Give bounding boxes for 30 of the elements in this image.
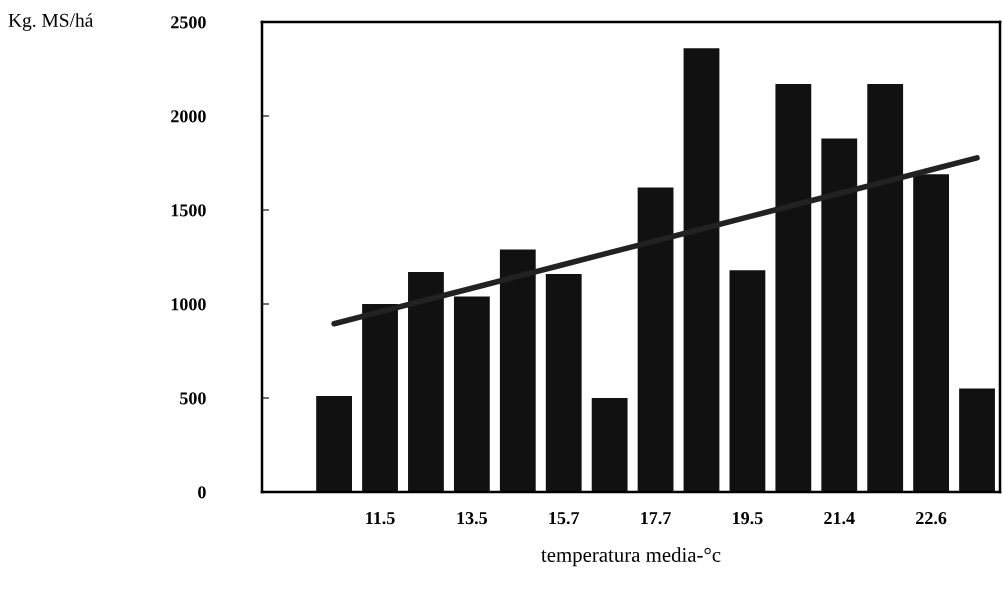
x-tick-label: 11.5: [366, 512, 395, 525]
bar: [683, 48, 720, 492]
bar: [362, 304, 398, 492]
bar: [959, 388, 995, 492]
bar: [591, 398, 628, 492]
bar: [729, 270, 766, 492]
y-tick-label: 500: [180, 392, 206, 405]
x-axis-title: temperatura media-°c: [541, 547, 721, 567]
y-tick-label: 1500: [171, 204, 206, 217]
bar: [545, 273, 582, 492]
y-tick-label: 0: [198, 486, 206, 499]
x-tick-label: 17.7: [641, 512, 671, 525]
bar: [637, 187, 674, 492]
bar: [453, 296, 490, 492]
bar: [499, 249, 536, 492]
y-axis-title: Kg. MS/há: [8, 13, 94, 31]
bar: [408, 272, 444, 492]
bar: [775, 84, 812, 492]
x-tick-label: 13.5: [457, 512, 488, 525]
bar: [821, 138, 858, 492]
bar: [913, 174, 950, 492]
x-tick-label: 19.5: [733, 512, 763, 525]
x-tick-label: 21.4: [824, 512, 855, 525]
x-tick-label: 15.7: [549, 512, 580, 525]
x-tick-label: 22.6: [916, 512, 947, 525]
y-tick-label: 2000: [171, 110, 206, 123]
bar: [316, 396, 353, 492]
y-tick-label: 2500: [171, 16, 206, 29]
bar: [867, 84, 904, 492]
y-tick-label: 1000: [171, 298, 206, 311]
